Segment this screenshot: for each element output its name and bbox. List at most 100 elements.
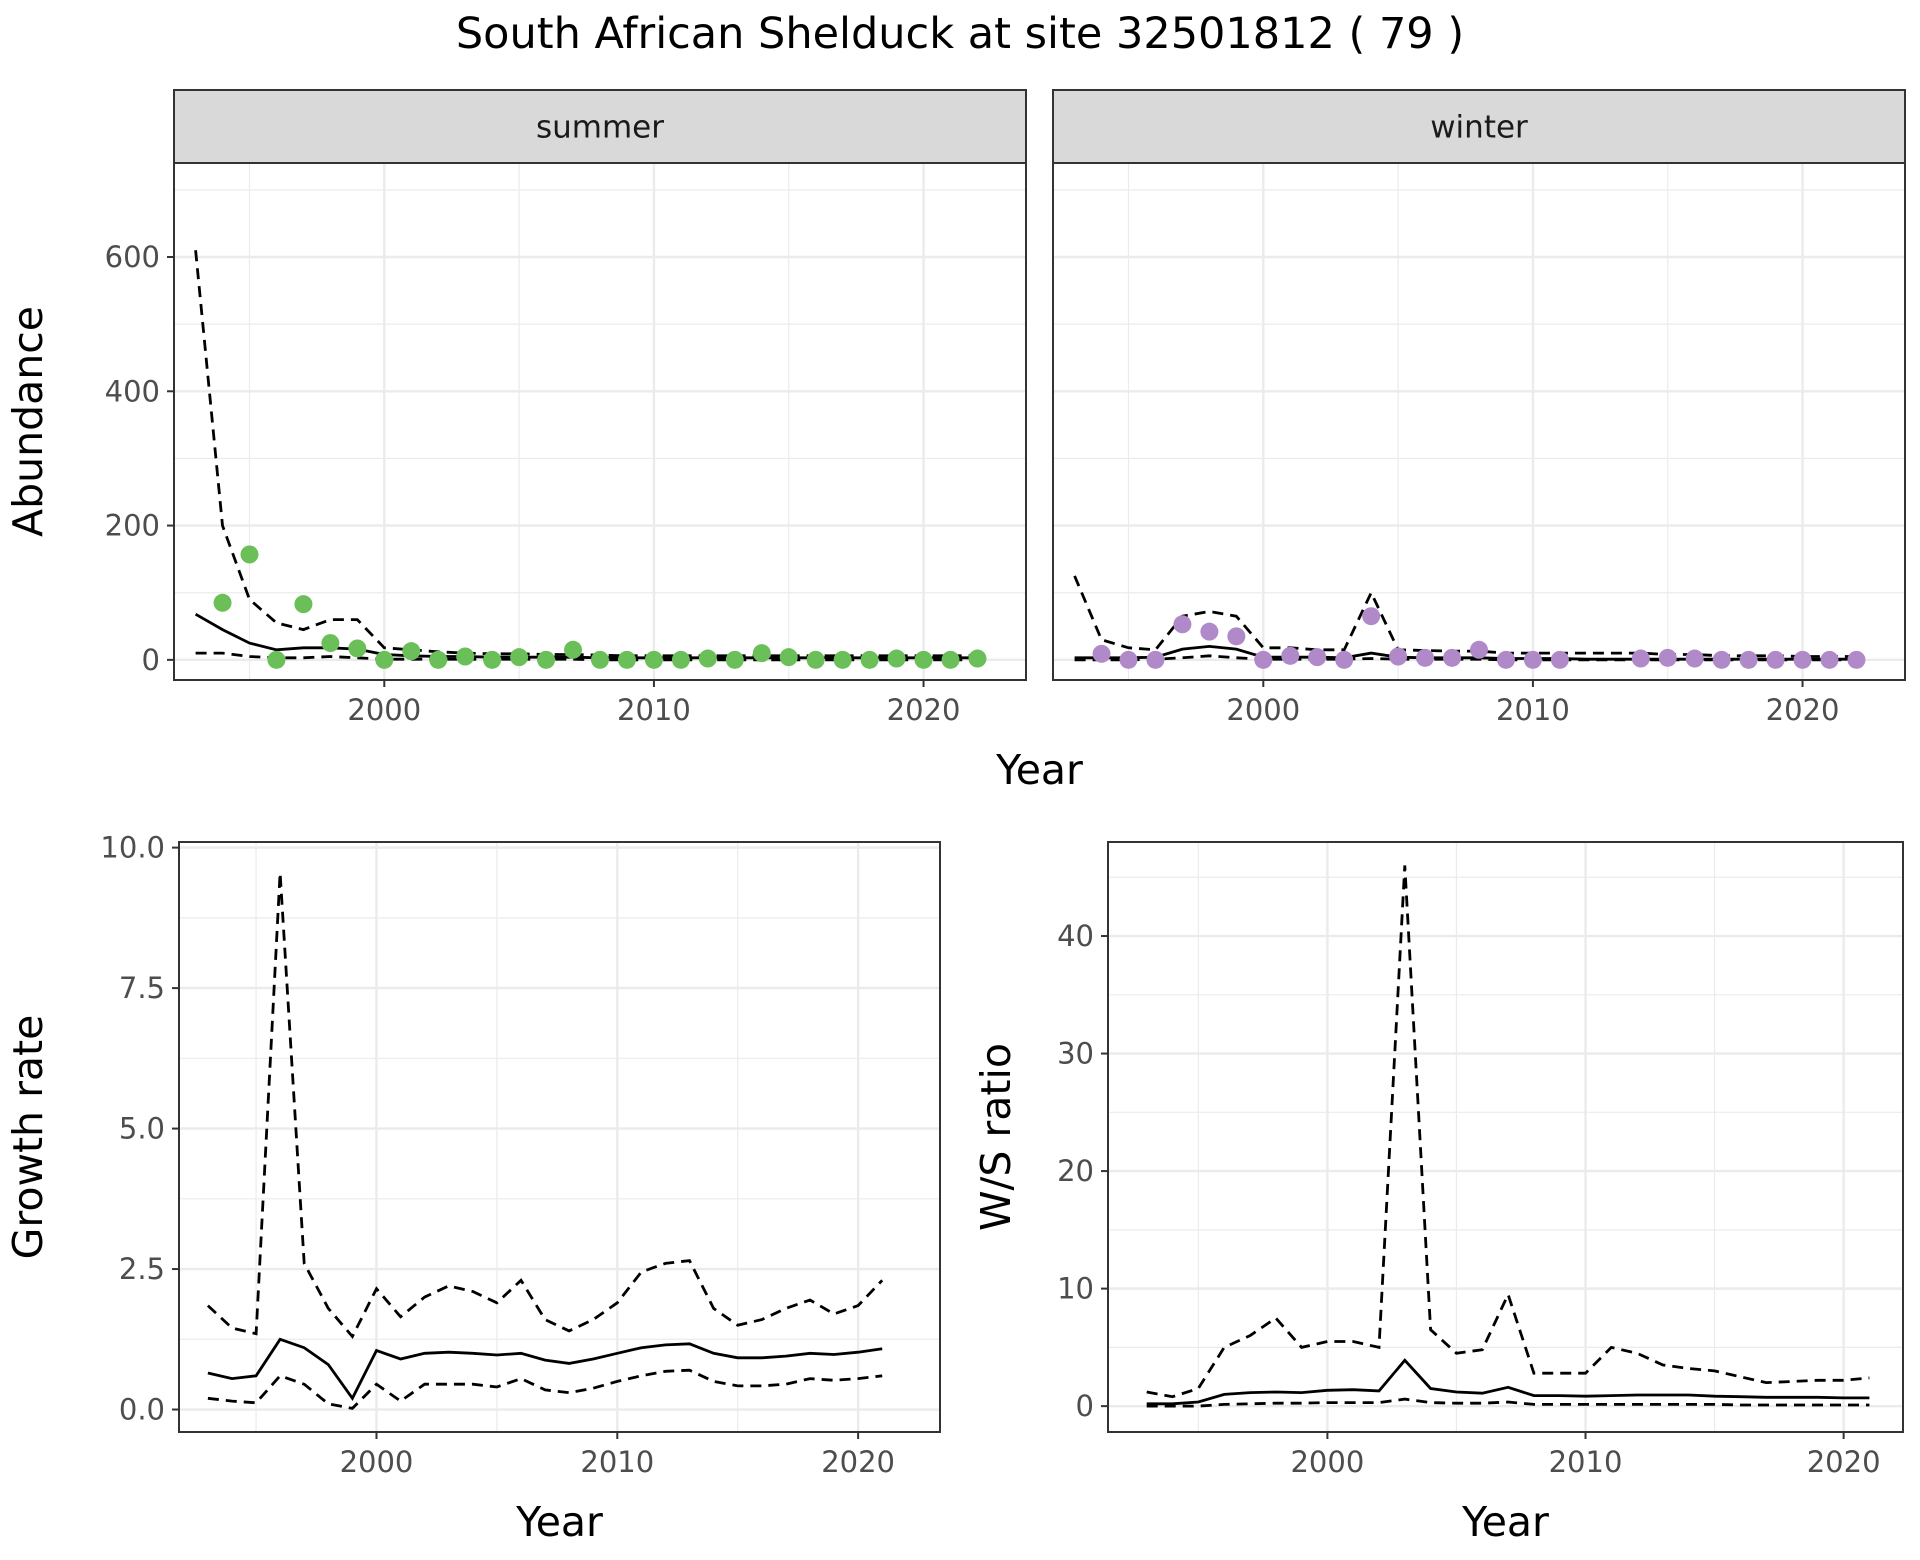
data-point: [1766, 650, 1785, 669]
facet-strip-label: summer: [536, 110, 664, 146]
data-point: [1281, 646, 1300, 665]
x-tick-label: 2020: [1807, 1445, 1881, 1479]
data-point: [1254, 650, 1273, 669]
y-tick-label: 600: [105, 240, 160, 274]
data-point: [725, 650, 744, 669]
plot-background: [174, 163, 1026, 680]
data-point: [1793, 650, 1812, 669]
x-tick-label: 2020: [821, 1445, 895, 1479]
data-point: [968, 649, 987, 668]
data-point: [752, 644, 771, 663]
data-point: [456, 647, 475, 666]
data-point: [833, 650, 852, 669]
data-point: [1847, 650, 1866, 669]
y-axis-title: W/S ratio: [972, 1043, 1020, 1231]
data-point: [1631, 649, 1650, 668]
data-point: [1523, 650, 1542, 669]
data-point: [1685, 649, 1704, 668]
data-point: [348, 639, 367, 658]
data-point: [1712, 650, 1731, 669]
x-tick-label: 2010: [580, 1445, 654, 1479]
x-tick-label: 2000: [1290, 1445, 1364, 1479]
data-point: [1335, 650, 1354, 669]
y-tick-label: 10: [1057, 1272, 1094, 1306]
y-axis-title: Growth rate: [4, 1015, 52, 1260]
panel-summer: summer 2000 2010 2020 0 200 400 600: [105, 89, 1027, 727]
data-point: [402, 642, 421, 661]
plot-background: [1108, 842, 1903, 1432]
panel-border: [178, 841, 941, 1433]
y-tick-label: 2.5: [119, 1252, 165, 1286]
data-point: [1389, 647, 1408, 666]
data-point: [698, 649, 717, 668]
data-point: [483, 650, 502, 669]
y-tick-label: 10.0: [100, 831, 165, 865]
data-point: [213, 593, 232, 612]
y-tick-label: 20: [1057, 1154, 1094, 1188]
panel-growth: 2000 2010 2020 0.0 2.5 5.0 7.5 10.0 Year Growth r…: [4, 831, 941, 1546]
x-tick-label: 2020: [887, 693, 961, 727]
data-point: [1200, 622, 1219, 641]
series-mean-line: [1146, 1358, 1870, 1406]
y-tick-label: 400: [105, 374, 160, 408]
x-axis-title: Year: [995, 746, 1083, 794]
y-tick-label: 0: [1076, 1389, 1094, 1423]
data-point: [429, 650, 448, 669]
data-point: [321, 634, 340, 653]
panel-border: [1107, 841, 1904, 1433]
y-tick-label: 0: [142, 643, 160, 677]
plot-background: [179, 842, 940, 1432]
figure-title: South African Shelduck at site 32501812 …: [456, 9, 1464, 59]
panel-winter: winter 2000 2010 2020: [1052, 89, 1906, 727]
data-point: [1092, 644, 1111, 663]
data-point: [1146, 650, 1165, 669]
x-axis-title: Year: [515, 1498, 603, 1546]
y-tick-label: 40: [1057, 919, 1094, 953]
data-point: [1658, 648, 1677, 667]
data-point: [1227, 627, 1246, 646]
data-point: [1362, 607, 1381, 626]
data-point: [267, 650, 286, 669]
data-point: [1119, 650, 1138, 669]
data-point: [1820, 650, 1839, 669]
x-tick-label: 2020: [1766, 693, 1840, 727]
x-tick-label: 2000: [340, 1445, 414, 1479]
data-point: [375, 650, 394, 669]
facet-strip-label: winter: [1430, 110, 1528, 146]
data-point: [1173, 615, 1192, 634]
y-axis-title: Abundance: [4, 306, 52, 537]
series-lower-line: [1146, 1397, 1870, 1408]
data-point: [806, 650, 825, 669]
data-point: [887, 649, 906, 668]
x-tick-label: 2000: [1226, 693, 1300, 727]
y-tick-label: 0.0: [119, 1393, 165, 1427]
data-point: [1470, 640, 1488, 659]
data-point: [914, 650, 933, 669]
facet-strip: [1052, 89, 1906, 164]
data-point: [941, 650, 960, 669]
data-point: [537, 650, 556, 669]
x-tick-label: 2010: [617, 693, 691, 727]
data-point: [1550, 650, 1569, 669]
plot-background: [1053, 163, 1905, 680]
series-upper-line: [206, 872, 884, 1340]
x-tick-label: 2010: [1549, 1445, 1623, 1479]
data-point: [860, 650, 879, 669]
x-tick-label: 2000: [347, 693, 421, 727]
data-point: [644, 650, 663, 669]
data-point: [1739, 650, 1758, 669]
y-tick-label: 5.0: [119, 1112, 165, 1146]
series-mean-line: [207, 1337, 883, 1401]
data-point: [1443, 648, 1462, 667]
data-point: [779, 648, 798, 667]
data-point: [1308, 648, 1327, 667]
data-point: [1496, 650, 1515, 669]
data-point: [294, 595, 313, 614]
data-point: [1416, 648, 1435, 667]
data-point: [564, 640, 583, 659]
series-upper-line: [1146, 865, 1870, 1399]
data-point: [617, 650, 636, 669]
series-lower-line: [207, 1368, 883, 1410]
